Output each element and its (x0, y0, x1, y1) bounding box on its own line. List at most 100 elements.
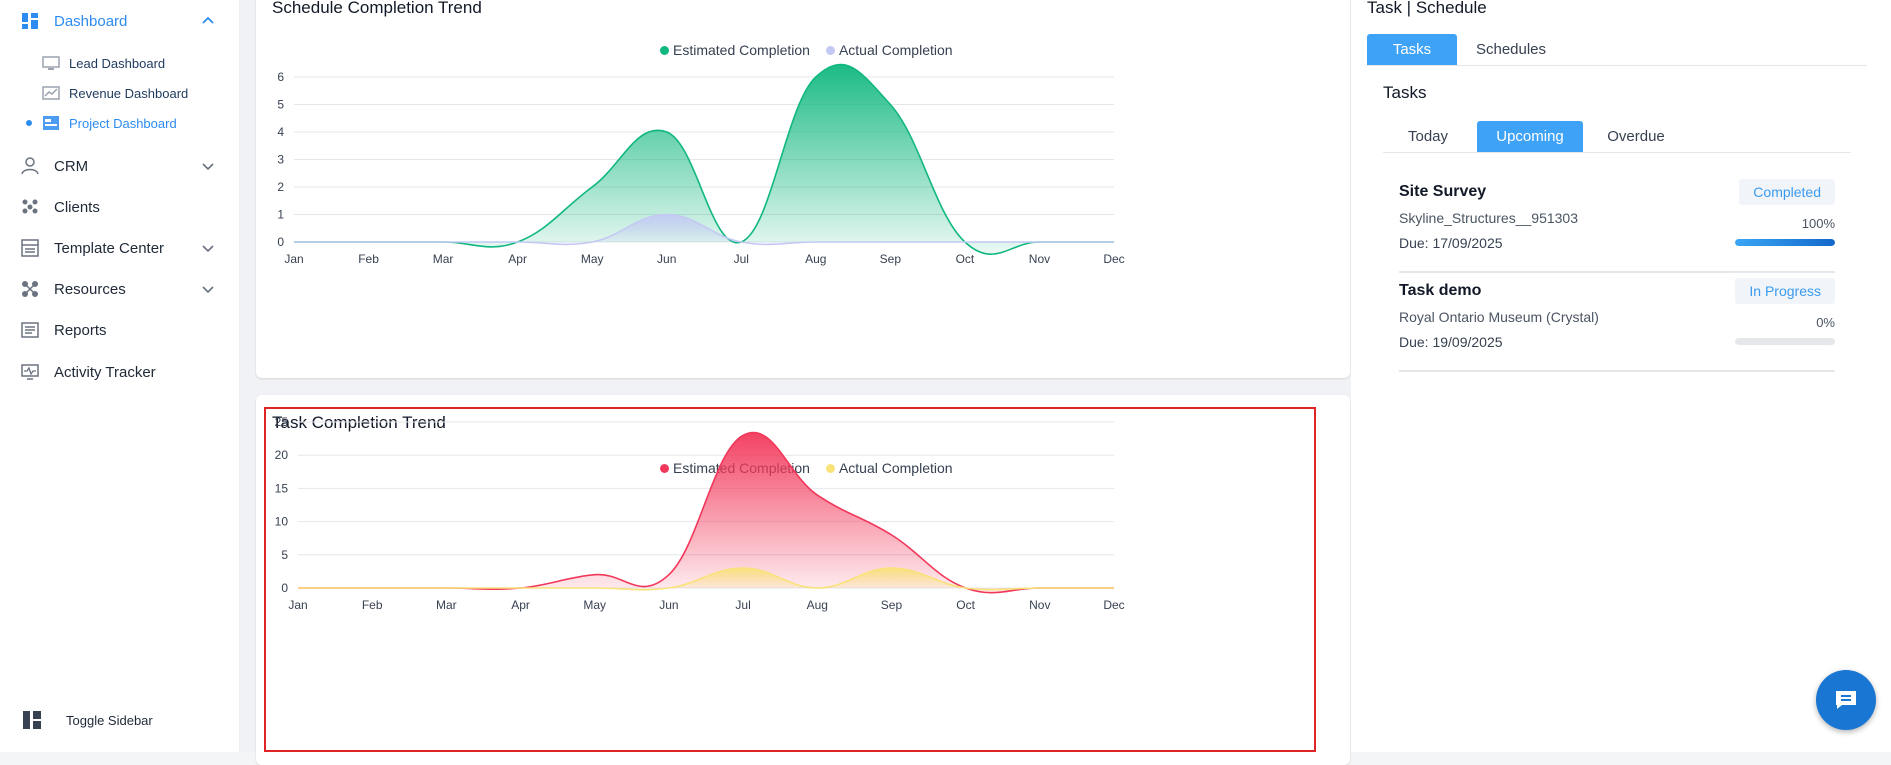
active-indicator-dot (26, 120, 32, 126)
sidebar-toggle-icon (22, 710, 42, 730)
revenue-icon (42, 85, 60, 101)
task-client: Skyline_Structures__951303 (1399, 210, 1579, 226)
legend-swatch (825, 463, 835, 473)
x-tick-label: Jun (659, 598, 678, 612)
series-area (298, 432, 1114, 593)
sidebar-item-label: Activity Tracker (54, 363, 156, 381)
chart-legend: Estimated Completion Actual Completion (660, 42, 969, 58)
chevron-down-icon[interactable] (200, 240, 216, 256)
legend-item-actual[interactable]: Actual Completion (825, 42, 953, 58)
progress-fill (1735, 239, 1835, 246)
x-tick-label: Sep (880, 252, 902, 266)
series-area (294, 214, 1114, 245)
chevron-down-icon[interactable] (200, 158, 216, 174)
chevron-up-icon[interactable] (200, 13, 216, 29)
sidebar-item-label: CRM (54, 157, 89, 175)
sidebar-subitem-lead-dashboard[interactable]: Lead Dashboard (42, 52, 165, 74)
sidebar-subitem-label: Project Dashboard (69, 115, 177, 131)
task-name: Task demo (1399, 282, 1482, 299)
x-tick-label: Jan (284, 252, 303, 266)
panel-title: Task | Schedule (1367, 0, 1487, 17)
x-tick-label: Jul (735, 598, 750, 612)
series-area (298, 568, 1114, 590)
tab-schedules[interactable]: Schedules (1475, 41, 1547, 58)
chevron-down-icon[interactable] (200, 281, 216, 297)
x-tick-label: Mar (436, 598, 457, 612)
sidebar-subitem-project-dashboard[interactable]: Project Dashboard (42, 112, 177, 134)
x-tick-label: Jun (657, 252, 676, 266)
legend-swatch (660, 463, 669, 473)
task-schedule-panel: Task | Schedule Tasks Schedules Tasks To… (1351, 0, 1891, 752)
sidebar-item-clients[interactable]: Clients (20, 194, 100, 220)
x-tick-label: May (581, 252, 604, 266)
legend-label: Actual Completion (838, 42, 953, 58)
clients-icon (20, 197, 40, 217)
status-badge: In Progress (1735, 278, 1835, 304)
legend-swatch (660, 45, 669, 55)
y-tick-label: 4 (277, 125, 284, 139)
sidebar-item-label: Dashboard (54, 12, 128, 30)
y-tick-label: 2 (277, 180, 284, 194)
legend-label: Actual Completion (838, 460, 953, 476)
sidebar-item-crm[interactable]: CRM (20, 153, 214, 179)
sidebar: Dashboard Lead Dashboard Revenue Dashboa… (0, 0, 240, 752)
sidebar-item-dashboard[interactable]: Dashboard (20, 8, 214, 34)
task-client: Royal Ontario Museum (Crystal) (1399, 309, 1599, 325)
x-tick-label: Jul (734, 252, 749, 266)
y-tick-label: 10 (275, 515, 289, 529)
sidebar-item-reports[interactable]: Reports (20, 317, 107, 343)
sidebar-item-label: Reports (54, 321, 107, 339)
y-tick-label: 5 (281, 548, 288, 562)
sidebar-item-activity-tracker[interactable]: Activity Tracker (20, 359, 156, 385)
progress-label: 100% (1801, 216, 1835, 231)
status-badge: Completed (1739, 179, 1835, 205)
section-title: Tasks (1383, 83, 1427, 102)
sidebar-subitem-label: Lead Dashboard (69, 55, 166, 71)
schedule-completion-card: Schedule Completion Trend Estimated Comp… (256, 0, 1350, 378)
monitor-icon (42, 55, 60, 71)
legend-label: Estimated Completion (673, 42, 810, 58)
x-tick-label: Oct (956, 598, 975, 612)
legend-item-actual[interactable]: Actual Completion (825, 460, 953, 476)
sidebar-item-label: Clients (54, 198, 100, 216)
sidebar-subitem-revenue-dashboard[interactable]: Revenue Dashboard (42, 82, 188, 104)
main-content: Schedule Completion Trend Estimated Comp… (240, 0, 1351, 765)
reports-icon (20, 320, 40, 340)
y-tick-label: 6 (277, 70, 284, 84)
panel-tabs: Tasks Schedules (1367, 34, 1867, 66)
x-tick-label: Aug (807, 598, 828, 612)
series-line[interactable] (294, 213, 1114, 246)
x-tick-label: Jan (288, 598, 307, 612)
y-tick-label: 0 (277, 235, 284, 249)
series-area (294, 64, 1114, 255)
chat-icon (1836, 691, 1856, 709)
task-filter-tabs: Today Upcoming Overdue (1383, 121, 1851, 153)
activity-icon (20, 362, 40, 382)
task-card[interactable]: Task demo In Progress Royal Ontario Muse… (1399, 274, 1835, 372)
tab-overdue[interactable]: Overdue (1607, 128, 1665, 145)
crm-icon (20, 156, 40, 176)
sidebar-subitem-label: Revenue Dashboard (69, 85, 189, 101)
dashboard-icon (20, 11, 40, 31)
task-card[interactable]: Site Survey Completed Skyline_Structures… (1399, 175, 1835, 273)
sidebar-item-label: Template Center (54, 239, 165, 257)
legend-swatch (825, 45, 835, 55)
x-tick-label: Apr (511, 598, 530, 612)
sidebar-item-label: Resources (54, 280, 126, 298)
progress-bar (1735, 338, 1835, 345)
legend-item-estimated[interactable]: Estimated Completion (660, 42, 810, 58)
project-icon (42, 115, 60, 131)
tab-tasks[interactable]: Tasks (1367, 34, 1457, 65)
x-tick-label: Dec (1103, 598, 1124, 612)
chat-button[interactable] (1816, 670, 1876, 730)
tab-today[interactable]: Today (1407, 128, 1449, 145)
series-line[interactable] (298, 567, 1114, 591)
tab-upcoming[interactable]: Upcoming (1477, 121, 1583, 152)
y-tick-label: 1 (277, 208, 284, 222)
toggle-sidebar-button[interactable]: Toggle Sidebar (22, 710, 153, 730)
x-tick-label: Nov (1029, 598, 1050, 612)
sidebar-item-template-center[interactable]: Template Center (20, 235, 214, 261)
sidebar-item-resources[interactable]: Resources (20, 276, 214, 302)
progress-label: 0% (1816, 315, 1835, 330)
task-due-date: Due: 19/09/2025 (1399, 334, 1503, 350)
